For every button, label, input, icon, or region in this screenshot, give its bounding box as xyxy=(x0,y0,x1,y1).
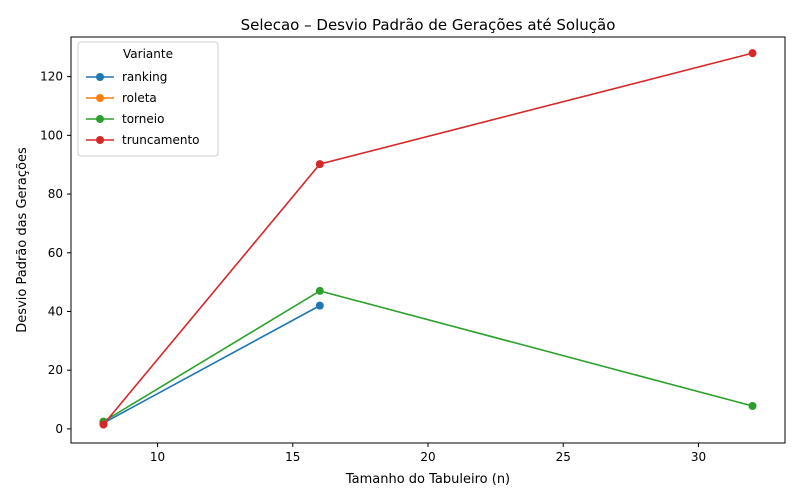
y-tick-label: 80 xyxy=(48,187,63,201)
chart-title: Selecao – Desvio Padrão de Gerações até … xyxy=(241,16,616,34)
legend-label-truncamento: truncamento xyxy=(122,133,200,147)
data-point-ranking xyxy=(315,301,324,310)
data-point-torneio xyxy=(748,402,757,411)
y-axis-label: Desvio Padrão das Gerações xyxy=(15,147,30,333)
legend-swatch-marker xyxy=(96,73,104,81)
data-point-truncamento xyxy=(99,420,108,429)
legend: Variante ranking roleta torneio truncamento xyxy=(77,41,219,157)
x-tick-label: 25 xyxy=(556,450,571,464)
data-point-torneio xyxy=(315,286,324,295)
y-axis-ticks: 0 20 40 60 80 100 120 xyxy=(40,70,71,436)
y-tick-label: 100 xyxy=(40,128,63,142)
series-line-torneio xyxy=(103,290,753,423)
legend-box xyxy=(77,41,219,157)
legend-label-torneio: torneio xyxy=(122,112,164,126)
legend-swatch-marker xyxy=(96,94,104,102)
legend-title: Variante xyxy=(123,47,173,61)
x-tick-label: 30 xyxy=(691,450,706,464)
data-point-truncamento xyxy=(748,49,757,58)
x-axis-label: Tamanho do Tabuleiro (n) xyxy=(345,472,510,487)
y-tick-label: 120 xyxy=(40,70,63,84)
legend-label-roleta: roleta xyxy=(122,91,157,105)
y-tick-label: 60 xyxy=(48,246,63,260)
plot-area xyxy=(99,49,757,429)
x-tick-label: 20 xyxy=(420,450,435,464)
y-tick-label: 20 xyxy=(48,363,63,377)
y-tick-label: 0 xyxy=(55,422,63,436)
legend-swatch-marker xyxy=(96,136,104,144)
legend-label-ranking: ranking xyxy=(122,70,167,84)
legend-swatch-marker xyxy=(96,115,104,123)
data-point-truncamento xyxy=(315,160,324,169)
y-tick-label: 40 xyxy=(48,304,63,318)
x-tick-label: 10 xyxy=(150,450,165,464)
x-tick-label: 15 xyxy=(285,450,300,464)
x-axis-ticks: 10 15 20 25 30 xyxy=(150,443,706,464)
series-line-ranking xyxy=(103,304,321,424)
